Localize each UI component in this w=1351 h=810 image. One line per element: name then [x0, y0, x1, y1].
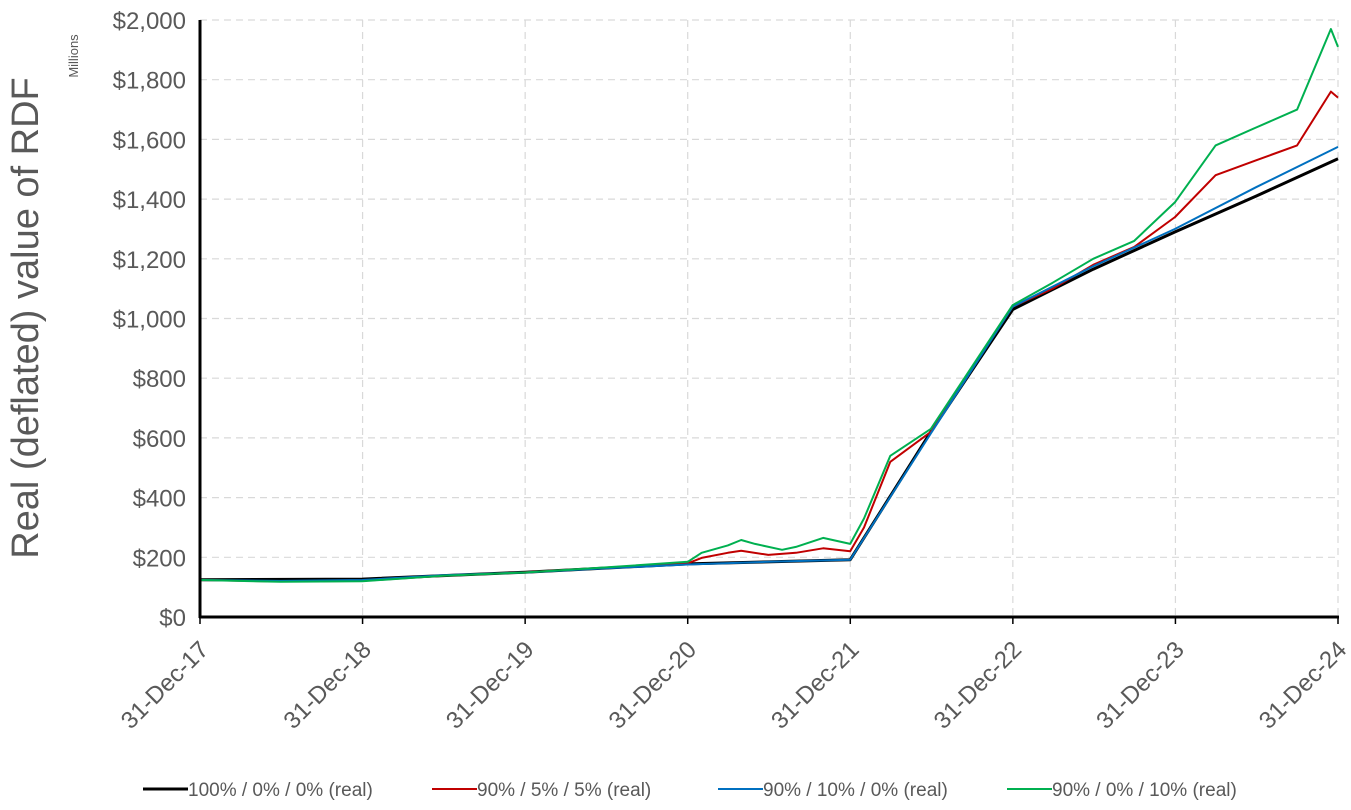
y-tick-label: $1,600	[113, 127, 186, 154]
series-line	[199, 146, 1339, 582]
y-tick-label: $200	[133, 545, 186, 572]
x-tick-label: 31-Dec-19	[441, 636, 539, 734]
y-tick-label: $1,000	[113, 307, 186, 334]
y-axis-title: Real (deflated) value of RDF	[5, 77, 47, 559]
y-tick-label: $1,200	[113, 247, 186, 274]
legend-label: 90% / 0% / 10% (real)	[1052, 780, 1237, 801]
x-tick-label: 31-Dec-22	[929, 636, 1027, 734]
legend-label: 100% / 0% / 0% (real)	[188, 780, 373, 801]
series-line	[199, 28, 1339, 583]
tick-labels: $0 $200 $400 $600 $800 $1,000 $1,200 $1,400 $1,6…	[113, 8, 1351, 734]
y-tick-label: $0	[159, 605, 186, 632]
x-tick-label: 31-Dec-17	[116, 636, 214, 734]
legend-label: 90% / 10% / 0% (real)	[763, 780, 948, 801]
y-tick-label: $600	[133, 426, 186, 453]
gridlines	[200, 19, 1339, 617]
series-line	[199, 90, 1339, 583]
y-tick-label: $1,800	[113, 68, 186, 95]
y-tick-label: $2,000	[113, 8, 186, 35]
y-axis-unit-label: Millions	[66, 34, 81, 78]
x-tick-label: 31-Dec-21	[766, 636, 864, 734]
axes	[198, 20, 1339, 624]
series-lines	[199, 28, 1339, 583]
x-tick-label: 31-Dec-23	[1091, 636, 1189, 734]
y-tick-label: $1,400	[113, 187, 186, 214]
x-tick-label: 31-Dec-20	[604, 636, 702, 734]
legend-label: 90% / 5% / 5% (real)	[477, 780, 651, 801]
legend: 100% / 0% / 0% (real) 90% / 5% / 5% (real…	[143, 780, 1237, 801]
y-tick-label: $800	[133, 366, 186, 393]
x-tick-label: 31-Dec-18	[278, 636, 376, 734]
x-tick-label: 31-Dec-24	[1254, 636, 1351, 734]
y-tick-label: $400	[133, 486, 186, 513]
